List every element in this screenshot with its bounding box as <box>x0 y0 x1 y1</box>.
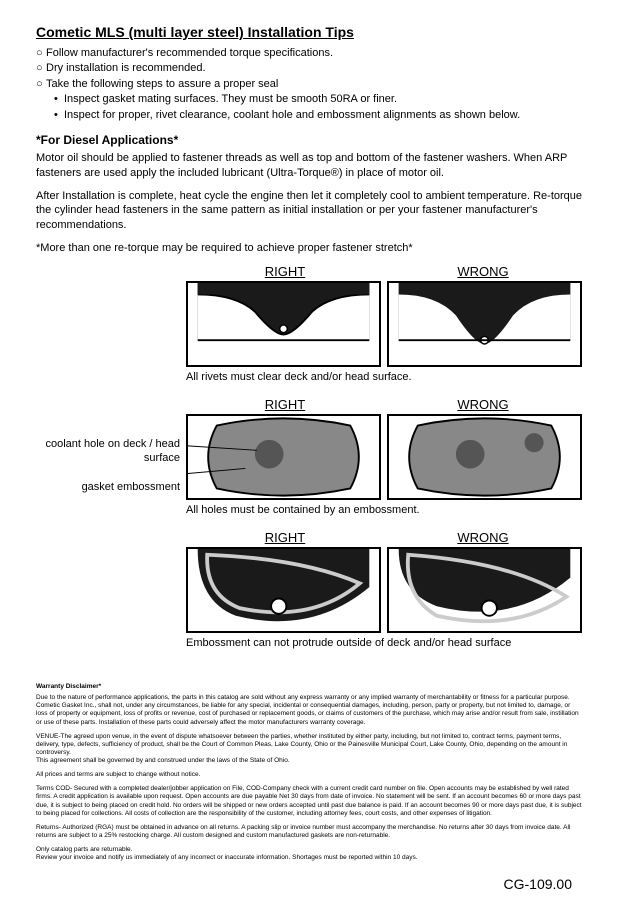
subbullet-1: Inspect gasket mating surfaces. They mus… <box>64 92 397 107</box>
subbullet-2: Inspect for proper, rivet clearance, coo… <box>64 108 520 123</box>
disclaimer-p3: All prices and terms are subject to chan… <box>36 771 582 779</box>
disclaimer-p2: VENUE-The agreed upon venue, in the even… <box>36 733 567 756</box>
label-right-2: RIGHT <box>186 397 384 414</box>
page-number: CG-109.00 <box>36 876 582 892</box>
install-bullets: ○Follow manufacturer's recommended torqu… <box>36 46 582 123</box>
disclaimer-p6b: Review your invoice and notify us immedi… <box>36 854 418 861</box>
diagram-hole-right <box>186 414 381 500</box>
diagram-rivet-wrong <box>387 281 582 367</box>
diesel-heading: *For Diesel Applications* <box>36 133 582 147</box>
diagrams: RIGHT WRONG <box>36 264 582 659</box>
diagram-hole-wrong <box>387 414 582 500</box>
label-wrong-1: WRONG <box>384 264 582 281</box>
disclaimer-p5: Returns- Authorized (RGA) must be obtain… <box>36 824 582 840</box>
label-wrong-2: WRONG <box>384 397 582 414</box>
caption-1: All rivets must clear deck and/or head s… <box>186 371 582 383</box>
disclaimer-p2b: This agreement shall be governed by and … <box>36 757 290 764</box>
caption-2: All holes must be contained by an emboss… <box>186 504 582 516</box>
diesel-p1: Motor oil should be applied to fastener … <box>36 151 582 181</box>
disclaimer-p1: Due to the nature of performance applica… <box>36 694 582 727</box>
label-right-1: RIGHT <box>186 264 384 281</box>
page-title: Cometic MLS (multi layer steel) Installa… <box>36 24 582 40</box>
disclaimer-p4: Terms COD- Secured with a completed deal… <box>36 785 582 818</box>
label-right-3: RIGHT <box>186 530 384 547</box>
label-gasket: gasket embossment <box>36 480 180 494</box>
diagram-emboss-right <box>186 547 381 633</box>
warranty-disclaimer: Warranty Disclaimer* Due to the nature o… <box>36 683 582 862</box>
label-coolant: coolant hole on deck / head surface <box>36 437 180 466</box>
diagram-emboss-wrong <box>387 547 582 633</box>
diesel-p2: After Installation is complete, heat cyc… <box>36 189 582 234</box>
diesel-p3: *More than one re-torque may be required… <box>36 241 582 256</box>
bullet-1: Follow manufacturer's recommended torque… <box>46 46 333 61</box>
bullet-3: Take the following steps to assure a pro… <box>46 77 278 92</box>
caption-3: Embossment can not protrude outside of d… <box>186 637 582 649</box>
label-wrong-3: WRONG <box>384 530 582 547</box>
diagram-rivet-right <box>186 281 381 367</box>
disclaimer-p6: Only catalog parts are returnable. <box>36 846 132 853</box>
bullet-2: Dry installation is recommended. <box>46 61 206 76</box>
disclaimer-heading: Warranty Disclaimer* <box>36 683 582 691</box>
